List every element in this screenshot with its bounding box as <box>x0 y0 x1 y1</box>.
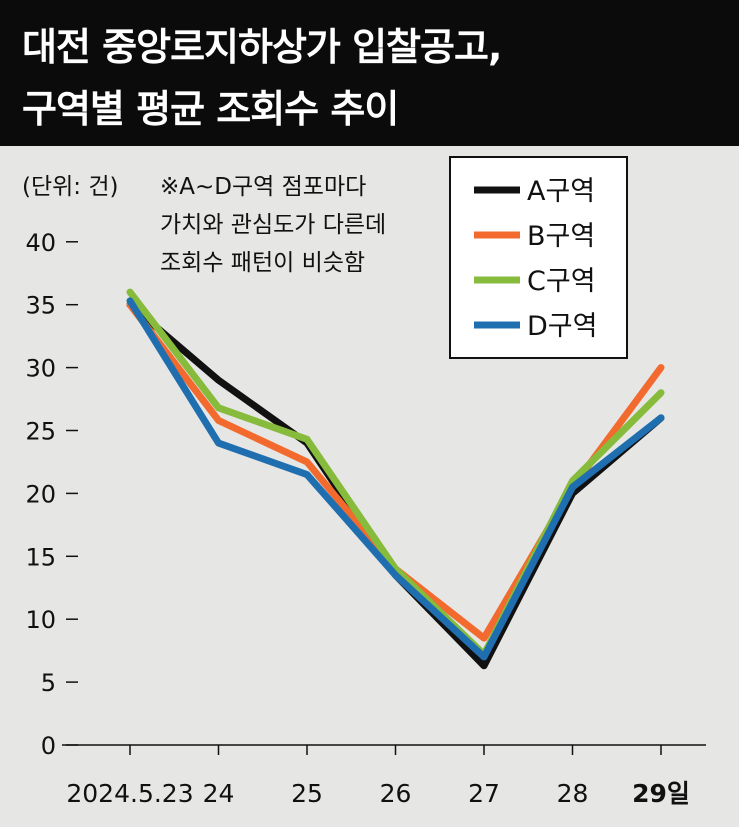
legend-label: A구역 <box>527 176 595 207</box>
x-tick-label: 2024.5.23 <box>66 779 193 808</box>
y-tick-label: 40 <box>25 229 56 257</box>
y-tick-label: 15 <box>25 543 56 571</box>
chart-title-line-1: 대전 중앙로지하상가 입찰공고, <box>22 25 502 69</box>
x-tick-label: 25 <box>291 779 323 808</box>
note-line-1: ※A~D구역 점포마다 <box>160 174 366 200</box>
x-tick-label: 27 <box>468 779 500 808</box>
x-tick-label: 26 <box>380 779 412 808</box>
title-banner: 대전 중앙로지하상가 입찰공고, 구역별 평균 조회수 추이 <box>0 0 739 146</box>
chart-title-line-2: 구역별 평균 조회수 추이 <box>22 87 399 131</box>
x-tick-label: 29일 <box>632 779 690 808</box>
legend-label: D구역 <box>527 311 597 342</box>
y-tick-label: 35 <box>25 292 56 320</box>
axes: 0 5 10 15 20 25 30 35 40 2024.5.23 24 25 26 27 28 29일 <box>25 229 706 808</box>
series-line <box>126 297 665 661</box>
legend: A구역 B구역 C구역 D구역 <box>449 156 628 359</box>
series-lines <box>126 288 665 670</box>
x-tick-label: 24 <box>203 779 235 808</box>
note-line-2: 가치와 관심도가 다른데 <box>160 212 386 238</box>
y-tick-label: 5 <box>41 669 56 697</box>
y-tick-label: 10 <box>25 606 56 634</box>
y-tick-label: 0 <box>41 732 56 760</box>
x-tick-label: 28 <box>557 779 589 808</box>
y-tick-label: 20 <box>25 480 56 508</box>
legend-label: C구역 <box>527 266 596 297</box>
series-line <box>126 288 665 658</box>
unit-label: (단위: 건) <box>22 174 119 200</box>
note-line-3: 조회수 패턴이 비슷함 <box>160 250 365 276</box>
y-tick-label: 30 <box>25 355 56 383</box>
legend-label: B구역 <box>527 221 595 252</box>
y-tick-label: 25 <box>25 418 56 446</box>
